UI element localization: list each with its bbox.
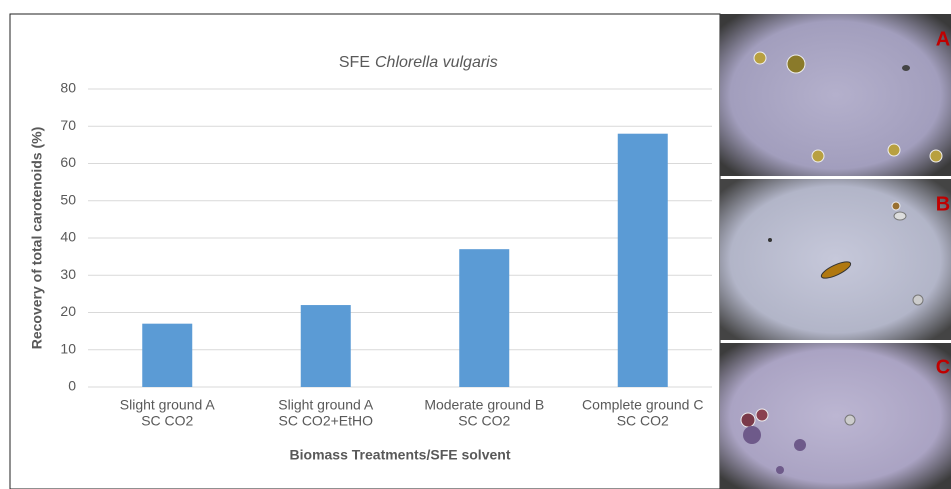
- x-tick-label: Slight ground A: [120, 397, 216, 413]
- bar: [617, 133, 668, 387]
- x-tick-label: SC CO2+EtHO: [278, 413, 373, 429]
- chart-frame: [9, 13, 721, 489]
- y-tick-label: 30: [60, 266, 76, 282]
- y-tick-label: 10: [60, 340, 76, 356]
- bar: [300, 305, 351, 387]
- chart-title: SFE: [339, 54, 370, 71]
- x-tick-label: Complete ground C: [582, 397, 703, 413]
- x-tick-label: Moderate ground B: [424, 397, 544, 413]
- micrograph-c: C: [720, 343, 951, 489]
- y-axis-label: Recovery of total carotenoids (%): [29, 127, 45, 350]
- x-tick-label: SC CO2: [141, 413, 193, 429]
- x-axis-label: Biomass Treatments/SFE solvent: [290, 447, 511, 463]
- micrograph-a: A: [720, 14, 951, 176]
- x-tick-label: SC CO2: [617, 413, 669, 429]
- panel-label: C: [936, 356, 950, 378]
- chart-title-italic: Chlorella vulgaris: [375, 54, 498, 71]
- bar: [142, 323, 193, 387]
- y-tick-label: 70: [60, 117, 76, 133]
- y-tick-label: 60: [60, 154, 76, 170]
- micrograph-b: B: [720, 179, 951, 340]
- x-tick-label: SC CO2: [458, 413, 510, 429]
- bar: [459, 249, 510, 387]
- panel-label: B: [936, 193, 950, 215]
- y-tick-label: 50: [60, 191, 76, 207]
- y-tick-label: 0: [68, 378, 76, 394]
- x-tick-label: Slight ground A: [278, 397, 374, 413]
- chart: SFE Chlorella vulgaris Biomass Treatment…: [29, 54, 712, 463]
- y-tick-label: 40: [60, 229, 76, 245]
- y-tick-label: 80: [60, 80, 76, 96]
- y-tick-label: 20: [60, 303, 76, 319]
- panel-label: A: [936, 28, 950, 50]
